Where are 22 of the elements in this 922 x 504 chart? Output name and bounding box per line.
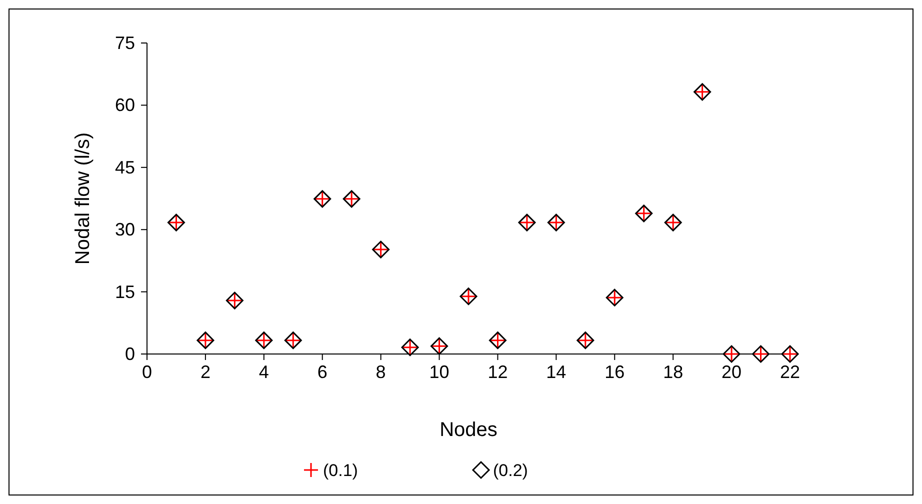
x-tick-label: 10 xyxy=(429,362,450,382)
x-axis-title: Nodes xyxy=(440,419,498,441)
legend-label: (0.1) xyxy=(323,461,358,480)
x-tick-label: 20 xyxy=(722,362,742,382)
x-tick-label: 22 xyxy=(780,362,800,382)
y-tick-label: 60 xyxy=(114,95,135,116)
x-tick-label: 0 xyxy=(142,362,152,382)
x-tick-label: 14 xyxy=(546,362,566,382)
y-axis-title: Nodal flow (l/s) xyxy=(72,132,94,265)
legend-label: (0.2) xyxy=(493,461,528,480)
x-tick-label: 8 xyxy=(376,362,386,382)
x-tick-label: 16 xyxy=(604,362,625,382)
y-tick-label: 30 xyxy=(114,220,135,240)
y-tick-label: 0 xyxy=(124,344,135,364)
x-tick-label: 18 xyxy=(663,362,684,382)
y-tick-label: 75 xyxy=(114,33,135,53)
x-tick-label: 6 xyxy=(317,362,328,382)
x-tick-label: 2 xyxy=(200,362,210,382)
y-tick-label: 15 xyxy=(114,282,135,302)
x-tick-label: 4 xyxy=(258,362,269,382)
y-tick-label: 45 xyxy=(114,157,135,178)
x-tick-label: 12 xyxy=(488,362,508,382)
